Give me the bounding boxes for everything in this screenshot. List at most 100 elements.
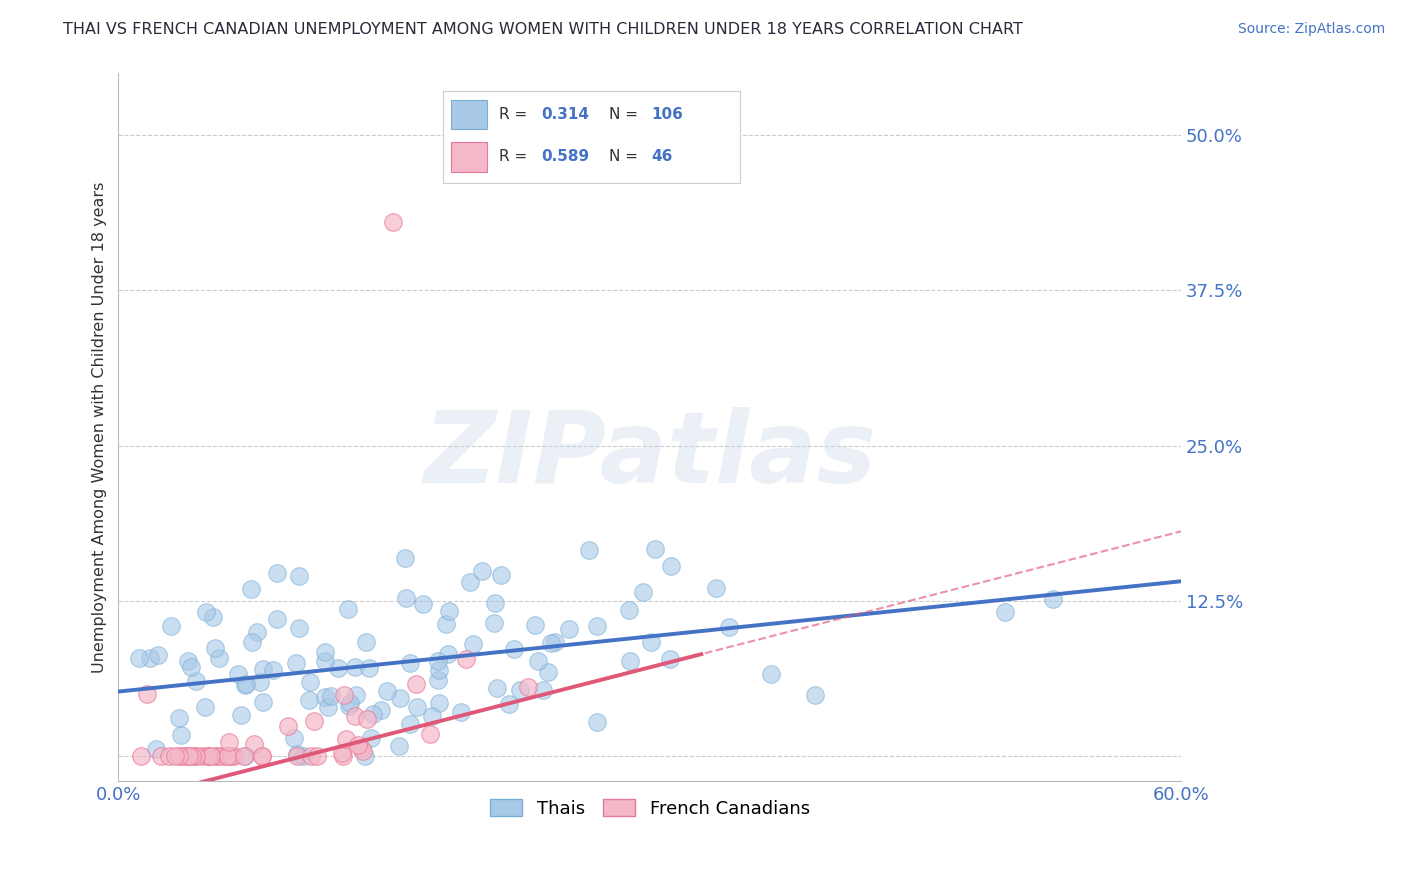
Point (640, 634, 662, 648)
Point (405, 700, 427, 714)
Point (337, 698, 360, 713)
Y-axis label: Unemployment Among Women with Children Under 18 years: Unemployment Among Women with Children U… (93, 181, 107, 673)
Point (299, 749, 322, 764)
Point (354, 634, 377, 648)
Text: THAI VS FRENCH CANADIAN UNEMPLOYMENT AMONG WOMEN WITH CHILDREN UNDER 18 YEARS CO: THAI VS FRENCH CANADIAN UNEMPLOYMENT AMO… (63, 22, 1024, 37)
Point (209, 749, 232, 764)
Point (314, 690, 336, 705)
Legend: Thais, French Canadians: Thais, French Canadians (482, 792, 817, 825)
Point (509, 682, 531, 697)
Point (240, 635, 263, 649)
Point (631, 585, 654, 599)
Point (252, 662, 274, 676)
Point (262, 663, 284, 677)
Point (138, 651, 160, 665)
Point (387, 739, 409, 753)
Point (305, 749, 328, 764)
Point (302, 714, 325, 729)
Point (191, 749, 214, 764)
Point (427, 696, 450, 710)
Point (388, 690, 411, 705)
Point (486, 681, 509, 696)
Point (405, 677, 427, 691)
Point (136, 687, 159, 701)
Point (205, 749, 228, 764)
Point (240, 582, 263, 597)
Point (399, 716, 422, 731)
Point (356, 712, 378, 726)
Text: ZIPatlas: ZIPatlas (423, 407, 876, 504)
Point (226, 666, 249, 681)
Point (353, 744, 375, 758)
Point (332, 749, 354, 764)
Point (336, 602, 359, 616)
Point (419, 727, 441, 741)
Point (208, 651, 231, 665)
Point (346, 738, 368, 752)
Point (412, 597, 434, 611)
Point (427, 663, 450, 677)
Point (361, 706, 384, 721)
Point (332, 746, 354, 760)
Point (180, 659, 202, 673)
Point (172, 749, 194, 764)
Point (177, 654, 200, 668)
Point (540, 636, 562, 650)
Point (503, 641, 526, 656)
Point (484, 595, 506, 609)
Point (150, 749, 173, 764)
Point (349, 740, 371, 755)
Point (204, 640, 226, 655)
Point (458, 574, 481, 589)
Point (298, 675, 321, 690)
Point (200, 749, 222, 764)
Point (217, 749, 239, 764)
Point (437, 647, 460, 661)
Point (333, 688, 356, 702)
Point (242, 737, 264, 751)
Point (201, 610, 224, 624)
Point (292, 749, 315, 764)
Point (354, 749, 377, 764)
Point (231, 708, 253, 723)
Point (439, 604, 461, 618)
Point (298, 693, 321, 707)
Point (316, 700, 339, 714)
Point (482, 616, 505, 631)
Point (450, 705, 472, 719)
Point (426, 673, 449, 687)
Point (644, 542, 666, 557)
Point (370, 703, 392, 717)
Point (399, 656, 422, 670)
Point (994, 605, 1017, 619)
Point (167, 711, 190, 725)
Point (381, 215, 404, 229)
Point (233, 749, 256, 764)
Point (287, 747, 309, 761)
Point (586, 619, 609, 633)
Point (498, 697, 520, 711)
Point (314, 655, 336, 669)
Point (215, 749, 238, 764)
Point (222, 749, 245, 764)
Point (434, 617, 457, 632)
Point (544, 634, 567, 648)
Point (250, 749, 273, 764)
Point (470, 564, 492, 578)
Point (160, 619, 183, 633)
Point (659, 558, 682, 573)
Point (177, 749, 200, 764)
Point (531, 682, 554, 697)
Point (344, 688, 367, 702)
Point (184, 674, 207, 689)
Point (233, 749, 256, 764)
Point (167, 749, 190, 764)
Point (394, 551, 416, 566)
Point (184, 749, 207, 764)
Point (145, 742, 167, 756)
Point (427, 654, 450, 668)
Point (287, 621, 309, 635)
Point (176, 749, 198, 764)
Point (523, 617, 546, 632)
Point (205, 749, 228, 764)
